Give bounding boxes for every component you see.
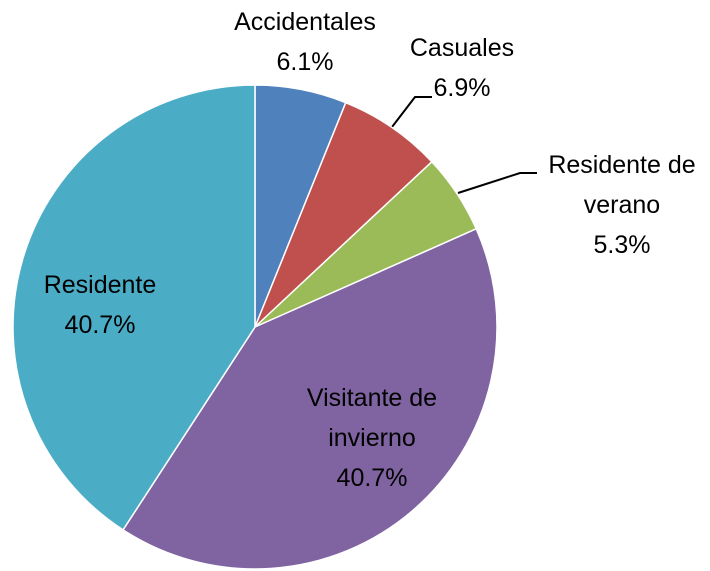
category-label: Visitante de invierno bbox=[306, 384, 438, 452]
pie-slice bbox=[254, 101, 433, 328]
data-label: Accidentales 6.1% bbox=[205, 2, 405, 82]
value-label: 40.7% bbox=[64, 311, 136, 339]
value-label: 6.9% bbox=[433, 74, 491, 102]
data-label: Visitante de invierno 40.7% bbox=[280, 378, 465, 498]
value-label: 40.7% bbox=[336, 464, 408, 492]
data-label: Residente de verano 5.3% bbox=[530, 145, 710, 265]
value-label: 6.1% bbox=[276, 48, 334, 76]
category-label: Residente bbox=[43, 271, 157, 299]
data-label: Casuales 6.9% bbox=[382, 28, 542, 108]
value-label: 5.3% bbox=[593, 231, 651, 259]
pie-slice bbox=[122, 227, 498, 570]
pie-slice bbox=[12, 84, 256, 531]
category-label: Accidentales bbox=[234, 8, 376, 36]
leader-line bbox=[391, 96, 432, 128]
leader-line bbox=[457, 172, 537, 194]
category-label: Residente de verano bbox=[548, 151, 696, 219]
data-label: Residente 40.7% bbox=[10, 265, 190, 345]
category-label: Casuales bbox=[409, 34, 515, 62]
